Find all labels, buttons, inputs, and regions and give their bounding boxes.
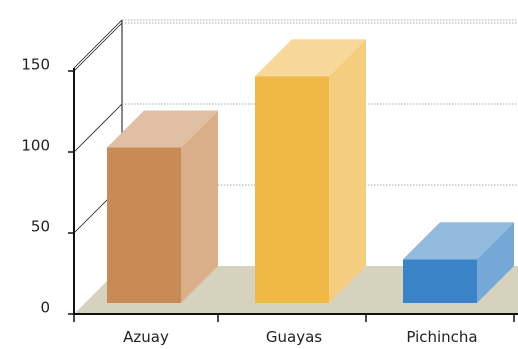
y-tick-label-100: 100 bbox=[21, 137, 50, 155]
bar-front-azuay bbox=[107, 147, 181, 303]
bar-pichincha bbox=[403, 222, 514, 303]
bar-top-azuay bbox=[107, 110, 218, 148]
axes bbox=[68, 68, 518, 322]
x-tick-label-pichincha: Pichincha bbox=[406, 328, 477, 346]
bar-guayas bbox=[255, 39, 366, 303]
bar-side-azuay bbox=[181, 110, 218, 303]
side-gridline-top bbox=[73, 19, 123, 69]
y-axis-tick-labels: 0 50 100 150 bbox=[21, 56, 50, 317]
x-tick-label-guayas: Guayas bbox=[266, 328, 322, 346]
bar-top-guayas bbox=[255, 39, 366, 77]
x-axis-tick-labels: Azuay Guayas Pichincha bbox=[123, 328, 477, 346]
bar-side-guayas bbox=[329, 39, 366, 303]
y-tick-label-150: 150 bbox=[21, 56, 50, 74]
bar-side-pichincha bbox=[477, 222, 514, 303]
y-tick-label-50: 50 bbox=[31, 218, 50, 236]
side-gridline-150 bbox=[73, 22, 123, 72]
x-tick-label-azuay: Azuay bbox=[123, 328, 169, 346]
bar-front-pichincha bbox=[403, 259, 477, 303]
side-gridline-100 bbox=[73, 103, 123, 153]
bar-top-pichincha bbox=[403, 222, 514, 260]
bar-azuay bbox=[107, 110, 218, 303]
bars bbox=[107, 39, 514, 303]
bar-front-guayas bbox=[255, 76, 329, 303]
y-tick-label-0: 0 bbox=[40, 299, 50, 317]
